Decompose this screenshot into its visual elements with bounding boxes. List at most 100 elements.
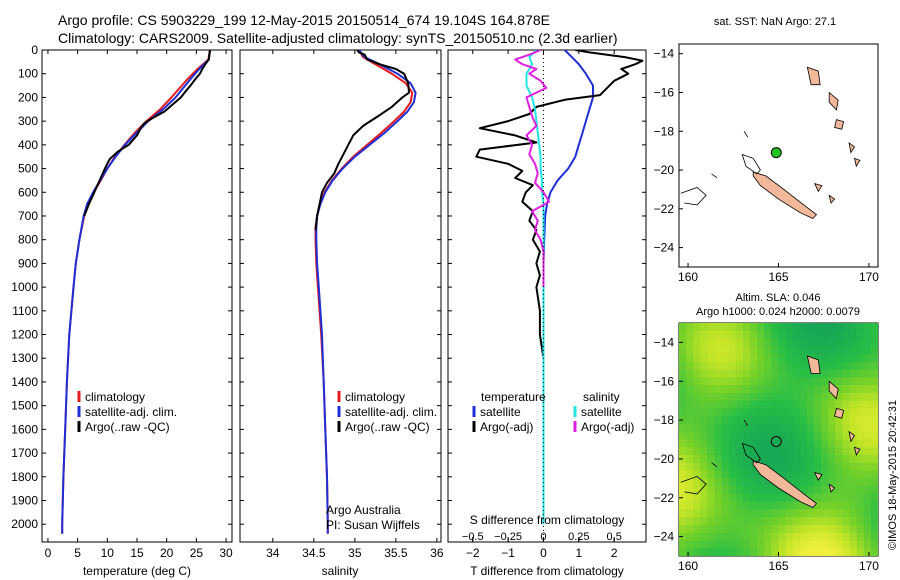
sla-cell xyxy=(806,330,815,340)
sla-cell xyxy=(863,416,872,425)
sla-cell xyxy=(743,323,751,332)
sla-cell xyxy=(835,486,844,495)
sla-cell xyxy=(721,354,730,363)
sla-cell xyxy=(792,400,801,410)
sla-map-title-line-1: Altim. SLA: 0.046 xyxy=(736,292,821,304)
map-y-tick-label: −18 xyxy=(654,413,675,427)
sla-cell xyxy=(771,369,780,378)
sla-cell xyxy=(743,486,751,495)
sla-cell xyxy=(863,517,872,526)
sla-cell xyxy=(686,439,694,448)
sla-cell xyxy=(721,416,730,425)
sla-cell xyxy=(785,385,794,394)
series-line-argo-raw-qc- xyxy=(83,50,211,217)
sla-cell xyxy=(721,385,730,394)
sla-cell xyxy=(764,501,772,510)
sla-cell xyxy=(799,400,808,410)
sla-cell xyxy=(856,478,865,487)
sla-cell xyxy=(735,548,744,556)
sla-cell xyxy=(863,486,872,495)
sla-cell xyxy=(863,455,872,464)
sla-cell xyxy=(814,424,822,433)
sla-cell xyxy=(679,346,687,355)
sla-cell xyxy=(757,369,765,378)
sla-cell xyxy=(728,377,737,386)
sla-cell xyxy=(743,501,751,510)
sla-cell xyxy=(835,369,844,378)
sla-cell xyxy=(778,361,787,371)
sla-cell xyxy=(764,416,772,425)
sla-cell xyxy=(679,439,687,448)
sla-cell xyxy=(743,392,751,402)
sla-cell xyxy=(707,346,716,355)
sla-cell xyxy=(863,478,872,487)
reef-chesterfield xyxy=(680,475,707,495)
sla-cell xyxy=(856,323,865,332)
sla-cell xyxy=(842,509,851,518)
sla-cell xyxy=(735,447,744,456)
sla-cell xyxy=(870,447,878,456)
sla-cell xyxy=(700,361,708,371)
sla-cell xyxy=(806,540,815,549)
sla-cell xyxy=(700,385,708,394)
sla-cell xyxy=(849,486,858,495)
map-y-tick-label: −22 xyxy=(654,491,675,505)
sla-cell xyxy=(849,323,858,332)
map-y-tick-label: −14 xyxy=(654,47,675,61)
sla-cell xyxy=(686,361,694,371)
series-line-climatology xyxy=(61,50,211,534)
sla-cell xyxy=(757,509,765,518)
sla-cell xyxy=(679,392,687,402)
sla-cell xyxy=(799,517,808,526)
sla-cell xyxy=(870,540,878,549)
sla-cell xyxy=(735,501,744,510)
sla-cell xyxy=(764,478,772,487)
sla-cell xyxy=(771,354,780,363)
sla-cell xyxy=(700,323,708,332)
sla-cell xyxy=(735,416,744,425)
sla-cell xyxy=(771,548,780,556)
sla-cell xyxy=(792,323,801,332)
sla-cell xyxy=(849,400,858,410)
sla-cell xyxy=(849,478,858,487)
sla-cell xyxy=(764,455,772,464)
sla-cell xyxy=(679,369,687,378)
sla-cell xyxy=(792,377,801,386)
sla-cell xyxy=(863,330,872,340)
sla-cell xyxy=(743,540,751,549)
sla-cell xyxy=(835,361,844,371)
salinity-legend-label: satellite-adj. clim. xyxy=(345,405,437,419)
sla-cell xyxy=(785,501,794,510)
sla-cell xyxy=(863,509,872,518)
x-tick-label: 15 xyxy=(130,546,144,560)
sla-cell xyxy=(700,369,708,378)
sla-cell xyxy=(870,338,878,347)
sla-cell xyxy=(686,330,694,340)
sla-cell xyxy=(693,338,701,347)
sla-cell xyxy=(693,517,701,526)
sla-cell xyxy=(842,524,851,534)
sla-cell xyxy=(863,385,872,394)
sla-cell xyxy=(870,377,878,386)
sla-cell xyxy=(849,532,858,542)
sla-cell xyxy=(700,462,708,472)
sla-cell xyxy=(828,346,836,355)
sla-cell xyxy=(792,424,801,433)
sla-cell xyxy=(778,400,787,410)
sla-cell xyxy=(821,524,829,534)
sla-cell xyxy=(799,431,808,441)
sla-cell xyxy=(778,524,787,534)
sla-cell xyxy=(856,517,865,526)
sla-cell xyxy=(771,346,780,355)
sla-cell xyxy=(693,524,701,534)
sla-cell xyxy=(750,493,758,503)
sla-cell xyxy=(849,462,858,472)
sla-cell xyxy=(679,524,687,534)
sla-cell xyxy=(856,377,865,386)
sla-cell xyxy=(785,408,794,417)
sla-cell xyxy=(679,408,687,417)
sla-cell xyxy=(743,431,751,441)
sla-cell xyxy=(693,455,701,464)
sla-cell xyxy=(735,323,744,332)
sla-cell xyxy=(771,400,780,410)
